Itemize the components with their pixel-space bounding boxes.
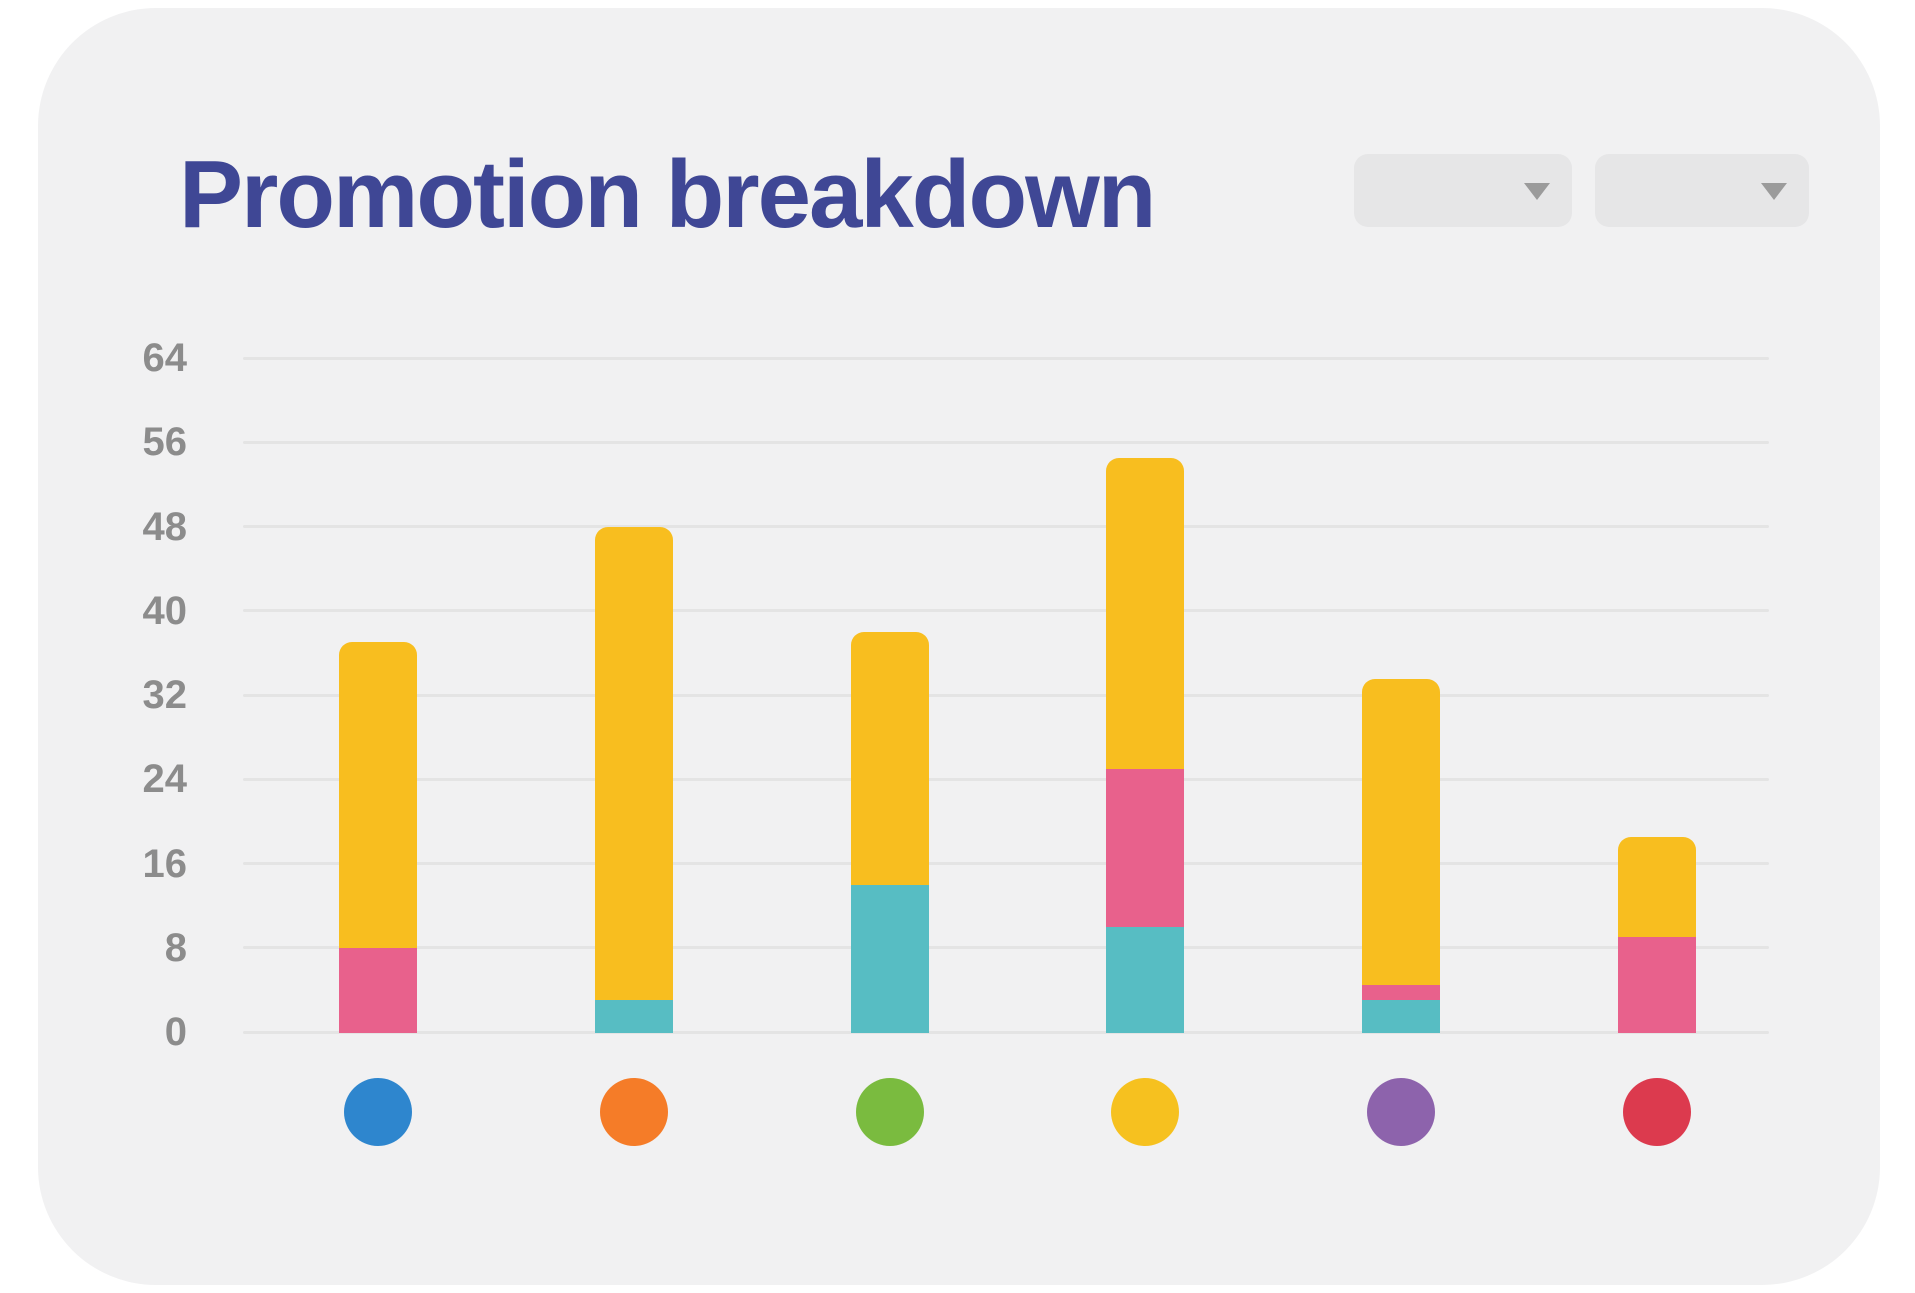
category-dot-blue [344,1078,412,1146]
y-axis-tick-label: 48 [142,504,188,549]
y-axis-tick-label: 24 [142,757,188,802]
gridline [243,1030,1769,1034]
bar-segment-pink-yellow [1106,768,1185,927]
gridline [243,946,1769,950]
gridline [243,525,1769,528]
y-axis-tick-label: 32 [142,673,188,717]
gridline [243,693,1769,697]
gridline [243,356,1769,360]
category-dot-orange [599,1078,668,1146]
chevron-down-icon [1761,182,1787,200]
gridline [243,862,1769,865]
y-axis-tick-label: 8 [164,925,187,970]
bar-segment-teal-green [850,884,929,1033]
bar-segment-yellow-purple [1362,679,1441,985]
gridline [243,609,1769,613]
filter-dropdown-2[interactable] [1595,154,1809,227]
bar-segment-pink-red [1618,937,1696,1033]
y-axis-tick-label: 16 [142,841,188,886]
bar-segment-yellow-orange [594,526,673,1001]
category-dot-green [855,1078,924,1146]
gridline [243,777,1769,781]
y-axis-tick-label: 0 [164,1010,187,1054]
bar-segment-teal-yellow [1106,926,1185,1033]
bar-segment-teal-orange [594,1000,673,1033]
y-axis-tick-label: 56 [142,420,188,465]
bar-segment-pink-blue [339,947,417,1033]
category-dot-red [1623,1078,1691,1146]
bar-segment-pink-purple [1362,984,1441,1001]
page-title: Promotion breakdown [179,141,1156,248]
category-dot-yellow [1111,1078,1180,1146]
y-axis-tick-label: 40 [142,588,188,633]
chevron-down-icon [1524,182,1550,200]
y-axis-tick-label: 64 [142,336,188,380]
gridline [243,440,1769,444]
bar-segment-teal-purple [1362,1000,1441,1033]
category-dot-purple [1367,1078,1436,1146]
bar-segment-yellow-blue [339,642,417,948]
filter-dropdown-1[interactable] [1354,154,1572,227]
bar-segment-yellow-yellow [1106,458,1185,769]
bar-segment-yellow-red [1618,837,1696,938]
bar-segment-yellow-green [850,631,929,885]
